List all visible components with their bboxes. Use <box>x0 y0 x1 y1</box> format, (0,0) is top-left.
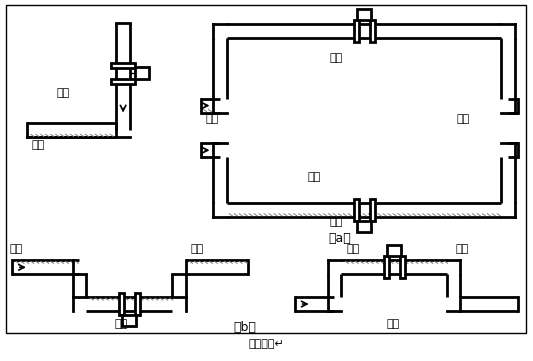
Text: 正确: 正确 <box>56 88 70 98</box>
Bar <box>135 67 149 79</box>
Bar <box>119 293 124 315</box>
Bar <box>354 20 359 42</box>
Text: 液体: 液体 <box>32 140 45 150</box>
Bar <box>135 293 140 315</box>
Text: 正确: 正确 <box>329 53 343 63</box>
Bar <box>354 199 359 221</box>
Text: 图（四）↵: 图（四）↵ <box>248 339 284 349</box>
Bar <box>400 256 405 278</box>
Text: 错误: 错误 <box>308 172 321 182</box>
Text: 气泡: 气泡 <box>346 244 360 255</box>
Text: 正确: 正确 <box>114 319 127 329</box>
Text: （b）: （b） <box>234 321 256 334</box>
Bar <box>357 221 371 232</box>
Bar <box>357 9 371 20</box>
Text: 气泡: 气泡 <box>456 244 469 255</box>
Text: 液体: 液体 <box>329 217 343 227</box>
Bar <box>370 199 375 221</box>
Text: 液体: 液体 <box>457 114 470 125</box>
Bar <box>111 79 135 84</box>
Text: 气泡: 气泡 <box>10 244 23 255</box>
Text: 液体: 液体 <box>206 114 219 125</box>
Bar <box>387 245 401 256</box>
Bar <box>370 20 375 42</box>
Bar <box>111 63 135 68</box>
Text: （a）: （a） <box>328 231 351 244</box>
Bar <box>122 315 136 326</box>
Text: 错误: 错误 <box>386 319 399 329</box>
Text: 气泡: 气泡 <box>191 244 204 255</box>
Bar <box>384 256 389 278</box>
